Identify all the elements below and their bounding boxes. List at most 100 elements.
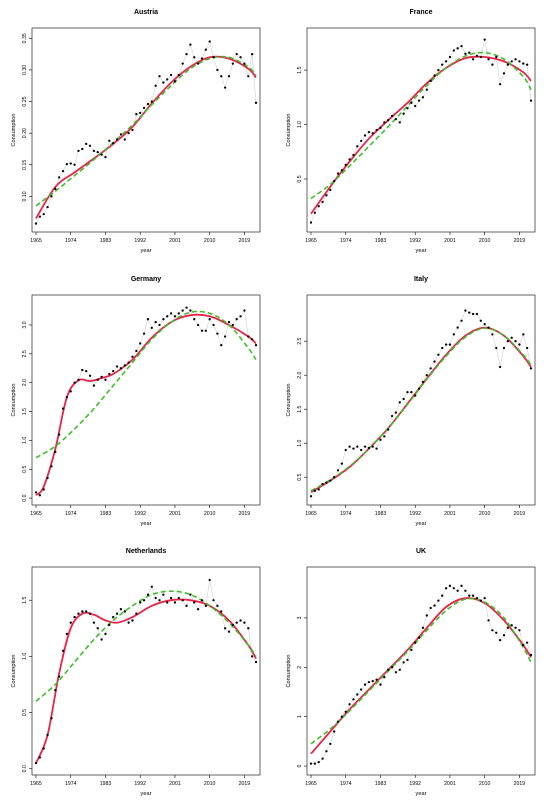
fitted-trend-curve bbox=[310, 51, 532, 200]
data-point bbox=[193, 56, 196, 59]
data-point bbox=[34, 761, 38, 765]
data-point bbox=[417, 99, 421, 102]
data-point bbox=[491, 629, 494, 632]
data-point bbox=[58, 433, 61, 436]
data-point bbox=[379, 126, 382, 129]
data-point bbox=[85, 369, 88, 373]
data-point bbox=[189, 309, 192, 312]
data-point bbox=[518, 629, 521, 632]
data-point bbox=[414, 641, 417, 644]
panel-title: UK bbox=[416, 548, 426, 555]
data-point bbox=[340, 715, 344, 718]
y-axis-label: Consumption bbox=[286, 114, 292, 147]
y-tick-label: 0.20 bbox=[22, 128, 28, 138]
data-point bbox=[383, 121, 386, 124]
data-point bbox=[92, 621, 96, 624]
data-point bbox=[150, 585, 153, 588]
data-point bbox=[387, 668, 390, 671]
y-tick-label: 0.15 bbox=[22, 160, 28, 170]
data-point bbox=[123, 138, 126, 141]
y-tick-label: 1.0 bbox=[22, 653, 28, 660]
data-point bbox=[410, 391, 413, 394]
data-point bbox=[398, 668, 401, 671]
x-tick-label: 1965 bbox=[305, 511, 317, 517]
x-tick-label: 2019 bbox=[514, 511, 526, 517]
data-point bbox=[247, 75, 250, 78]
data-point bbox=[254, 660, 258, 664]
data-point bbox=[81, 368, 84, 372]
data-point bbox=[498, 365, 502, 369]
observed-line bbox=[35, 307, 257, 496]
data-point bbox=[333, 730, 336, 733]
data-point bbox=[166, 78, 169, 81]
data-point bbox=[46, 205, 49, 209]
data-point bbox=[227, 320, 231, 324]
x-tick-label: 1992 bbox=[409, 781, 421, 787]
data-point bbox=[525, 63, 529, 66]
data-point bbox=[88, 612, 92, 615]
data-point bbox=[185, 52, 188, 56]
data-point bbox=[329, 479, 332, 482]
data-point bbox=[514, 626, 517, 629]
data-point bbox=[502, 346, 506, 350]
x-axis-label: year bbox=[416, 248, 427, 254]
data-point bbox=[448, 584, 452, 587]
data-point bbox=[468, 311, 471, 314]
x-tick-label: 2001 bbox=[169, 511, 181, 517]
data-point bbox=[525, 346, 529, 350]
panel-title: Germany bbox=[131, 276, 161, 283]
data-point bbox=[216, 68, 219, 72]
data-point bbox=[54, 450, 57, 454]
fitted-trend-curve bbox=[310, 597, 532, 745]
data-point bbox=[77, 378, 80, 381]
data-point bbox=[421, 96, 425, 99]
data-point bbox=[169, 312, 173, 315]
data-point bbox=[522, 62, 525, 65]
data-point bbox=[406, 107, 409, 110]
data-point bbox=[154, 84, 157, 87]
data-point bbox=[514, 58, 517, 61]
data-point bbox=[65, 162, 69, 166]
data-point bbox=[444, 587, 448, 590]
data-point bbox=[321, 200, 324, 204]
data-point bbox=[390, 414, 394, 418]
observed-line bbox=[311, 585, 532, 764]
data-point bbox=[360, 139, 363, 143]
data-point bbox=[38, 756, 42, 759]
x-tick-label: 1992 bbox=[409, 511, 421, 517]
data-point bbox=[309, 495, 313, 498]
data-point bbox=[448, 343, 452, 346]
panel-1: Austria 1965 1974 1983 1992 2001 2010 2019 0.10 0… bbox=[11, 9, 261, 254]
data-point bbox=[34, 491, 38, 494]
data-point bbox=[131, 355, 134, 358]
data-point bbox=[42, 212, 45, 216]
panel-2: France 1965 1974 1983 1992 2001 2010 2019 0.5 1.0… bbox=[286, 9, 536, 254]
data-point bbox=[317, 205, 320, 208]
data-point bbox=[58, 675, 61, 678]
data-point bbox=[177, 596, 180, 600]
data-point bbox=[363, 683, 367, 686]
data-point bbox=[387, 119, 390, 122]
data-point bbox=[522, 333, 525, 336]
data-point bbox=[212, 56, 215, 59]
x-axis-label: year bbox=[141, 791, 152, 797]
data-point bbox=[375, 678, 378, 681]
x-axis-label: year bbox=[416, 791, 427, 797]
data-point bbox=[506, 340, 509, 343]
data-point bbox=[406, 658, 409, 662]
data-point bbox=[100, 375, 103, 379]
data-point bbox=[510, 624, 513, 627]
data-point bbox=[348, 158, 351, 161]
data-point bbox=[336, 720, 340, 723]
y-axis-label: Consumption bbox=[286, 655, 292, 688]
data-point bbox=[333, 476, 336, 479]
panel-5: Netherlands 1965 1974 1983 1992 2001 2010 2019 0… bbox=[11, 548, 261, 797]
data-point bbox=[189, 593, 192, 596]
data-point bbox=[131, 619, 134, 622]
data-point bbox=[379, 683, 382, 686]
data-point bbox=[50, 465, 53, 468]
observed-line bbox=[310, 310, 532, 497]
data-point bbox=[452, 333, 455, 336]
data-point bbox=[81, 610, 84, 613]
data-point bbox=[333, 180, 336, 183]
